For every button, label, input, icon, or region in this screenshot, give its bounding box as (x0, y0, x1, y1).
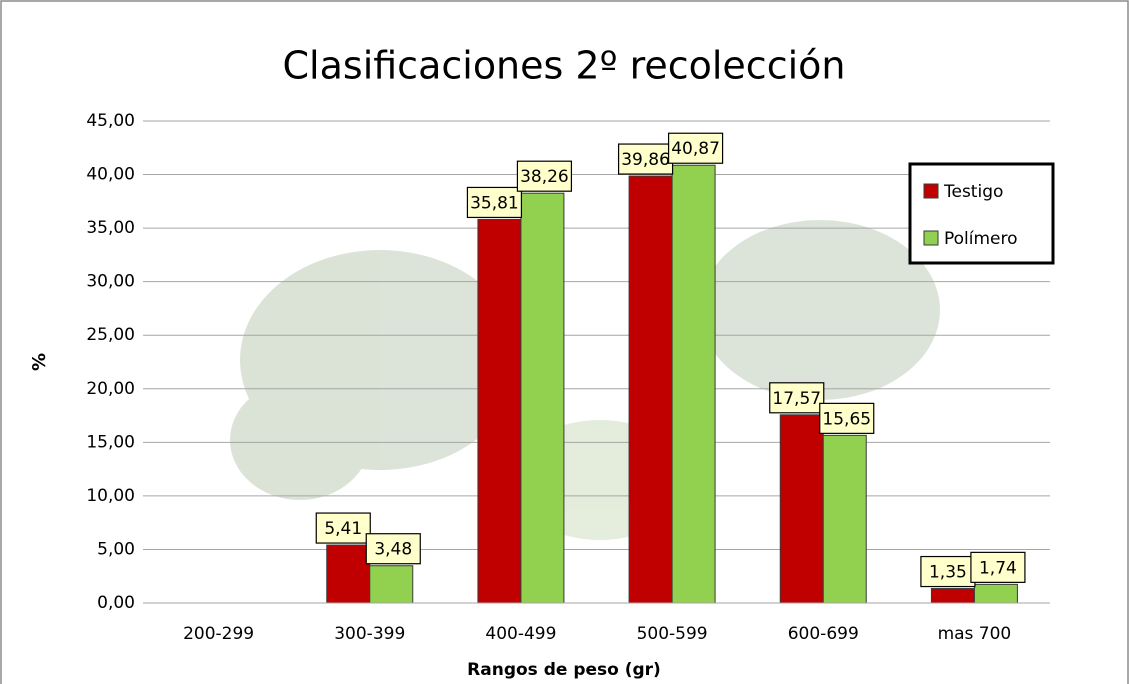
data-label-box (365, 533, 421, 565)
data-label-box (769, 382, 825, 414)
bar (628, 175, 673, 604)
data-label-text: 35,81 (470, 193, 519, 213)
chart-title: Clasificaciones 2º recolección (283, 44, 846, 88)
y-tick-label: 5,00 (97, 539, 135, 559)
data-label-text: 39,86 (621, 150, 670, 170)
data-label: 38,26 (516, 160, 573, 192)
data-label-text: 15,65 (822, 409, 871, 429)
y-tick-label: 40,00 (86, 165, 135, 185)
bar (930, 588, 975, 604)
legend-swatch (923, 230, 939, 246)
bar (822, 434, 867, 604)
data-label-box (920, 555, 976, 588)
x-tick-label: 300-399 (334, 624, 405, 644)
bar (671, 164, 716, 604)
data-label: 15,65 (819, 402, 875, 434)
data-label: 40,87 (667, 132, 724, 164)
y-tick-label: 20,00 (86, 379, 135, 399)
data-label-text: 1,35 (929, 563, 967, 583)
legend-box (908, 162, 1055, 265)
data-label-text: 40,87 (671, 139, 720, 159)
data-label: 1,35 (920, 555, 976, 588)
y-axis-title: % (29, 353, 50, 371)
data-label-text: 5,41 (324, 519, 362, 539)
data-label-box (617, 143, 674, 175)
data-label-box (315, 512, 371, 544)
x-tick-label: mas 700 (938, 624, 1012, 644)
bar (520, 192, 565, 604)
bar (477, 218, 522, 604)
bar (369, 565, 414, 604)
legend-swatch (923, 183, 939, 199)
data-label: 1,74 (970, 551, 1026, 583)
data-label-text: 38,26 (520, 167, 569, 187)
legend-label: Polímero (944, 229, 1018, 249)
x-tick-label: 600-699 (788, 624, 859, 644)
y-tick-label: 0,00 (97, 593, 135, 613)
data-label: 5,41 (315, 512, 371, 544)
data-label: 35,81 (466, 186, 523, 219)
data-label-text: 3,48 (374, 540, 412, 560)
y-tick-label: 10,00 (86, 486, 135, 506)
data-label: 3,48 (365, 533, 421, 565)
y-tick-label: 45,00 (86, 111, 135, 131)
data-label-box (516, 160, 573, 192)
data-label-box (970, 551, 1026, 583)
y-tick-label: 30,00 (86, 272, 135, 292)
data-label-text: 17,57 (772, 389, 821, 409)
x-axis-title: Rangos de peso (gr) (467, 660, 661, 680)
y-tick-label: 15,00 (86, 432, 135, 452)
x-tick-label: 200-299 (183, 624, 254, 644)
data-label-text: 1,74 (979, 558, 1017, 578)
data-label-box (466, 186, 523, 219)
data-label: 39,86 (617, 143, 674, 175)
y-tick-label: 35,00 (86, 218, 135, 238)
bar (779, 414, 824, 604)
x-tick-label: 500-599 (637, 624, 708, 644)
legend-label: Testigo (943, 182, 1003, 202)
bar (326, 544, 371, 604)
data-label-box (667, 132, 724, 164)
bar (973, 583, 1018, 604)
y-tick-label: 25,00 (86, 325, 135, 345)
data-label: 17,57 (769, 382, 825, 414)
data-label-box (819, 402, 875, 434)
x-tick-label: 400-499 (485, 624, 556, 644)
